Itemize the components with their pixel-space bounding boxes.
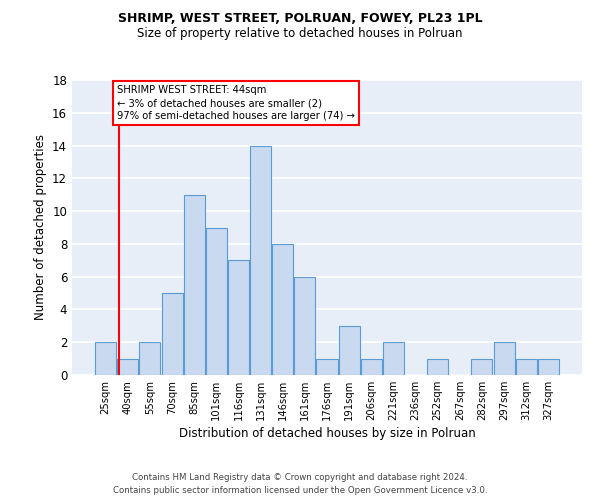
Bar bbox=[228, 260, 249, 375]
Bar bbox=[383, 342, 404, 375]
Bar bbox=[515, 358, 536, 375]
Text: Size of property relative to detached houses in Polruan: Size of property relative to detached ho… bbox=[137, 28, 463, 40]
Bar bbox=[206, 228, 227, 375]
Bar bbox=[338, 326, 359, 375]
Bar bbox=[472, 358, 493, 375]
X-axis label: Distribution of detached houses by size in Polruan: Distribution of detached houses by size … bbox=[179, 427, 475, 440]
Bar bbox=[118, 358, 139, 375]
Y-axis label: Number of detached properties: Number of detached properties bbox=[34, 134, 47, 320]
Bar bbox=[272, 244, 293, 375]
Bar bbox=[494, 342, 515, 375]
Bar bbox=[316, 358, 338, 375]
Bar bbox=[161, 293, 182, 375]
Bar bbox=[427, 358, 448, 375]
Text: SHRIMP WEST STREET: 44sqm
← 3% of detached houses are smaller (2)
97% of semi-de: SHRIMP WEST STREET: 44sqm ← 3% of detach… bbox=[117, 85, 355, 122]
Bar bbox=[538, 358, 559, 375]
Bar bbox=[361, 358, 382, 375]
Text: SHRIMP, WEST STREET, POLRUAN, FOWEY, PL23 1PL: SHRIMP, WEST STREET, POLRUAN, FOWEY, PL2… bbox=[118, 12, 482, 26]
Text: Contains HM Land Registry data © Crown copyright and database right 2024.
Contai: Contains HM Land Registry data © Crown c… bbox=[113, 473, 487, 495]
Bar bbox=[95, 342, 116, 375]
Bar bbox=[184, 194, 205, 375]
Bar bbox=[139, 342, 160, 375]
Bar bbox=[295, 276, 316, 375]
Bar bbox=[250, 146, 271, 375]
